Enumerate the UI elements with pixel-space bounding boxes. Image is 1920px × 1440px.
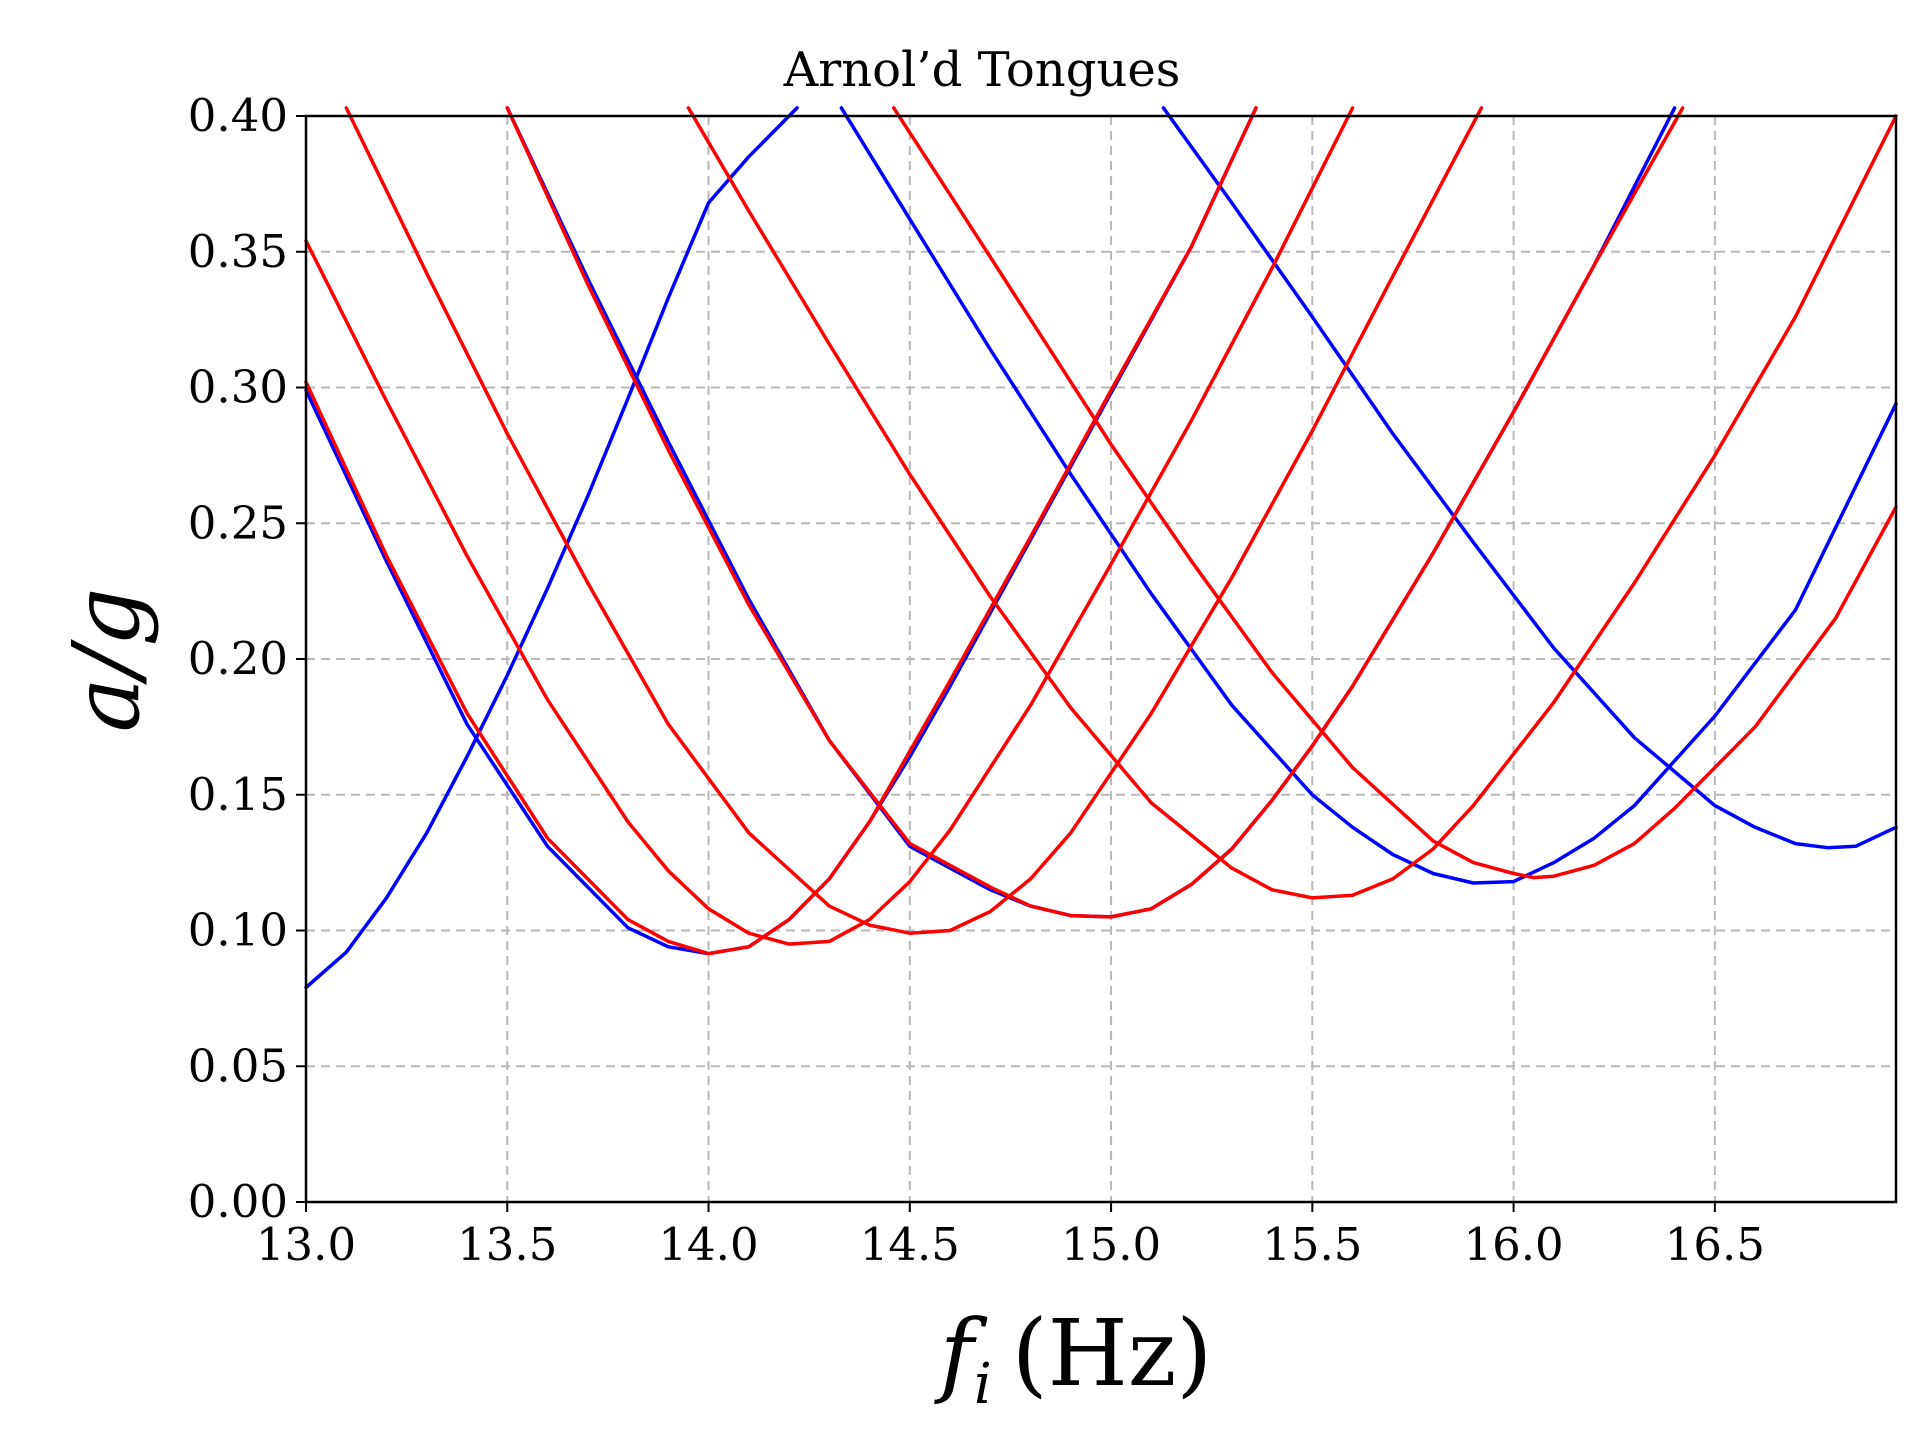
- x-tick-label: 15.0: [1061, 1218, 1161, 1271]
- y-tick-label: 0.00: [188, 1175, 288, 1228]
- ticks: 13.0 13.5 14.0 14.5 15.0 15.5 16.0 16.5 0.00 0.05…: [188, 89, 1765, 1271]
- series-line-11: [891, 106, 1898, 880]
- y-tick-label: 0.30: [188, 361, 288, 414]
- y-tick-label: 0.35: [188, 225, 288, 278]
- x-axis-label-sub: i: [974, 1352, 992, 1417]
- series-line-9: [505, 106, 1685, 919]
- series-line-7: [304, 106, 1355, 946]
- x-axis-label-unit: (Hz): [1012, 1300, 1213, 1407]
- x-tick-label: 16.5: [1665, 1218, 1765, 1271]
- series-line-1: [304, 106, 799, 990]
- x-tick-label: 13.5: [457, 1218, 557, 1271]
- y-axis-label: a/g: [53, 588, 160, 733]
- y-tick-label: 0.20: [188, 632, 288, 685]
- svg-text:fi(Hz): fi (Hz): [934, 1300, 1212, 1417]
- y-tick-label: 0.15: [188, 768, 288, 821]
- y-tick-label: 0.05: [188, 1039, 288, 1092]
- grid: [305, 115, 1896, 1203]
- series-layer: [304, 106, 1898, 990]
- x-tick-label: 13.0: [256, 1218, 356, 1271]
- series-line-10: [686, 106, 1898, 900]
- x-tick-label: 15.5: [1262, 1218, 1362, 1271]
- series-line-6: [304, 106, 1258, 956]
- y-tick-label: 0.40: [188, 89, 288, 142]
- y-tick-label: 0.25: [188, 496, 288, 549]
- chart-title: Arnol’d Tongues: [783, 42, 1181, 98]
- x-tick-label: 14.5: [860, 1218, 960, 1271]
- y-tick-label: 0.10: [188, 904, 288, 957]
- series-line-8: [344, 106, 1484, 935]
- x-tick-label: 14.0: [658, 1218, 758, 1271]
- series-line-4: [839, 106, 1898, 885]
- series-line-2: [304, 106, 1258, 956]
- x-axis-label: fi (Hz): [934, 1300, 1212, 1417]
- x-tick-label: 16.0: [1463, 1218, 1563, 1271]
- series-line-5: [1161, 106, 1898, 850]
